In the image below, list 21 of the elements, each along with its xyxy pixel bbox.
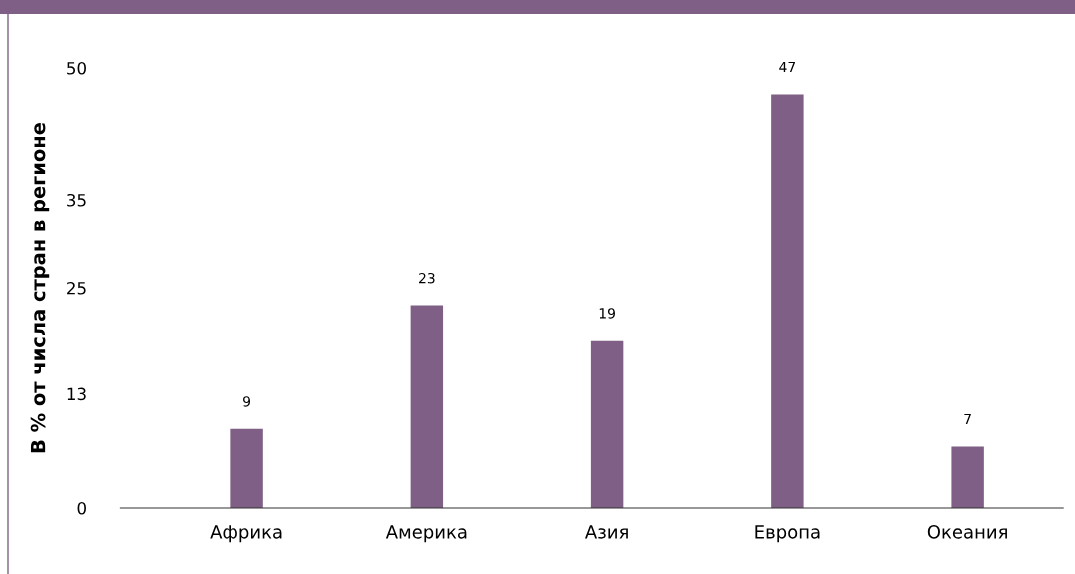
y-axis-title: В % от числа стран в регионе	[30, 123, 50, 453]
data-label: 23	[419, 272, 435, 284]
y-tick-label: 13	[67, 387, 86, 401]
data-label: 19	[599, 308, 615, 319]
x-tick-label: Европа	[755, 525, 820, 543]
data-label: 9	[243, 396, 251, 407]
x-tick-label: Африка	[210, 525, 282, 543]
y-tick-label: 50	[67, 61, 86, 75]
y-tick-label: 25	[67, 281, 86, 295]
x-tick-label: Океания	[927, 524, 1007, 539]
bar	[590, 340, 624, 508]
y-tick-label: 35	[67, 193, 86, 207]
data-label: 7	[964, 413, 971, 425]
bar	[771, 94, 804, 508]
y-tick-label: 0	[77, 501, 86, 515]
bar	[951, 446, 984, 508]
x-tick-label: Америка	[385, 525, 467, 543]
bar	[410, 305, 444, 508]
x-tick-label: Азия	[584, 525, 628, 539]
bar	[230, 428, 263, 508]
data-label: 47	[779, 61, 796, 73]
